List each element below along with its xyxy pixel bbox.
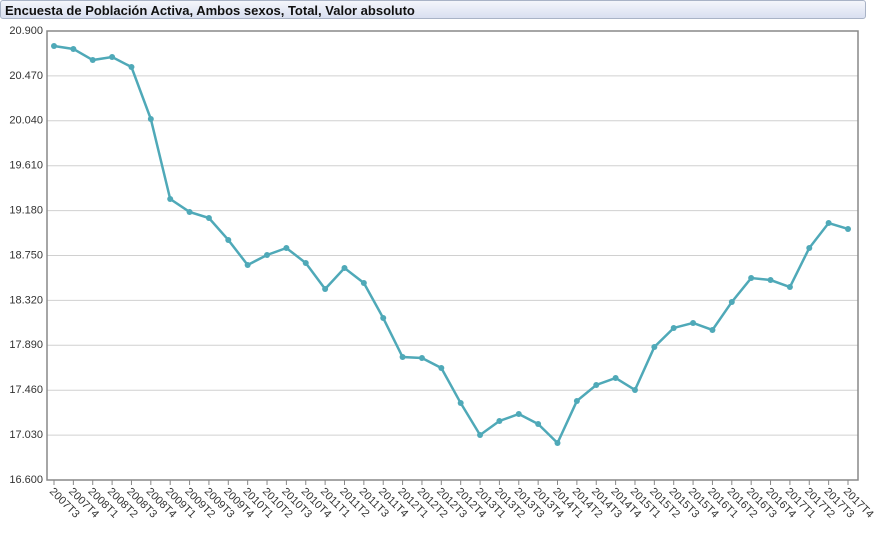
y-tick-label: 18.320 bbox=[9, 294, 43, 306]
data-point bbox=[651, 343, 658, 350]
data-point bbox=[845, 225, 851, 232]
y-tick-label: 19.180 bbox=[9, 205, 43, 217]
y-tick-label: 19.610 bbox=[9, 160, 43, 172]
data-point bbox=[399, 353, 406, 360]
data-point bbox=[70, 45, 77, 52]
data-point bbox=[380, 315, 387, 322]
data-point bbox=[244, 262, 251, 269]
data-point bbox=[535, 421, 542, 428]
data-point bbox=[438, 364, 445, 371]
data-point bbox=[51, 43, 57, 50]
data-point bbox=[205, 215, 212, 222]
data-point bbox=[670, 324, 677, 331]
data-point bbox=[360, 279, 367, 286]
y-tick-label: 17.460 bbox=[9, 384, 43, 396]
data-point bbox=[612, 374, 619, 381]
data-point bbox=[767, 277, 774, 284]
data-point bbox=[709, 326, 716, 333]
data-point bbox=[728, 298, 735, 305]
series-line bbox=[53, 44, 849, 446]
data-point bbox=[283, 244, 290, 251]
data-point bbox=[167, 196, 174, 203]
y-tick-label: 20.900 bbox=[9, 25, 43, 37]
data-point bbox=[109, 54, 116, 61]
data-point bbox=[186, 208, 193, 215]
data-point bbox=[806, 244, 813, 251]
data-point bbox=[690, 319, 697, 326]
data-point bbox=[225, 236, 232, 243]
data-point bbox=[89, 57, 96, 64]
data-point bbox=[322, 286, 329, 293]
plot-frame bbox=[46, 30, 859, 481]
y-tick-label: 17.030 bbox=[9, 429, 43, 441]
data-point bbox=[748, 275, 755, 282]
data-point bbox=[341, 265, 348, 272]
data-point bbox=[302, 260, 309, 267]
data-point bbox=[457, 400, 464, 407]
y-tick-label: 20.040 bbox=[9, 115, 43, 127]
y-tick-label: 20.470 bbox=[9, 70, 43, 82]
data-point bbox=[786, 284, 793, 291]
y-tick-label: 18.750 bbox=[9, 249, 43, 261]
data-point bbox=[573, 397, 580, 404]
chart-title: Encuesta de Población Activa, Ambos sexo… bbox=[0, 0, 866, 19]
data-point bbox=[515, 411, 522, 418]
data-point bbox=[554, 440, 561, 447]
data-point bbox=[631, 386, 638, 393]
data-point bbox=[147, 116, 154, 123]
data-point bbox=[418, 355, 425, 362]
data-point bbox=[825, 220, 832, 227]
data-point bbox=[128, 64, 135, 71]
data-point bbox=[477, 431, 484, 438]
y-tick-label: 17.890 bbox=[9, 339, 43, 351]
data-point bbox=[496, 418, 503, 425]
data-point bbox=[593, 381, 600, 388]
data-point bbox=[264, 251, 271, 258]
y-tick-label: 16.600 bbox=[9, 474, 43, 486]
